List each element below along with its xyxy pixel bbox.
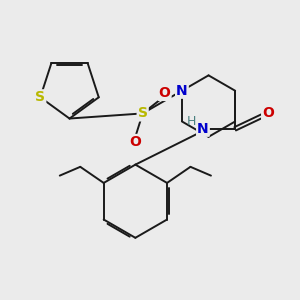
Text: S: S bbox=[138, 106, 148, 120]
Text: O: O bbox=[129, 135, 141, 149]
Text: N: N bbox=[176, 84, 188, 98]
Text: O: O bbox=[262, 106, 274, 120]
Text: H: H bbox=[187, 115, 196, 128]
Text: O: O bbox=[159, 86, 171, 100]
Text: N: N bbox=[197, 122, 209, 136]
Text: S: S bbox=[35, 90, 45, 104]
